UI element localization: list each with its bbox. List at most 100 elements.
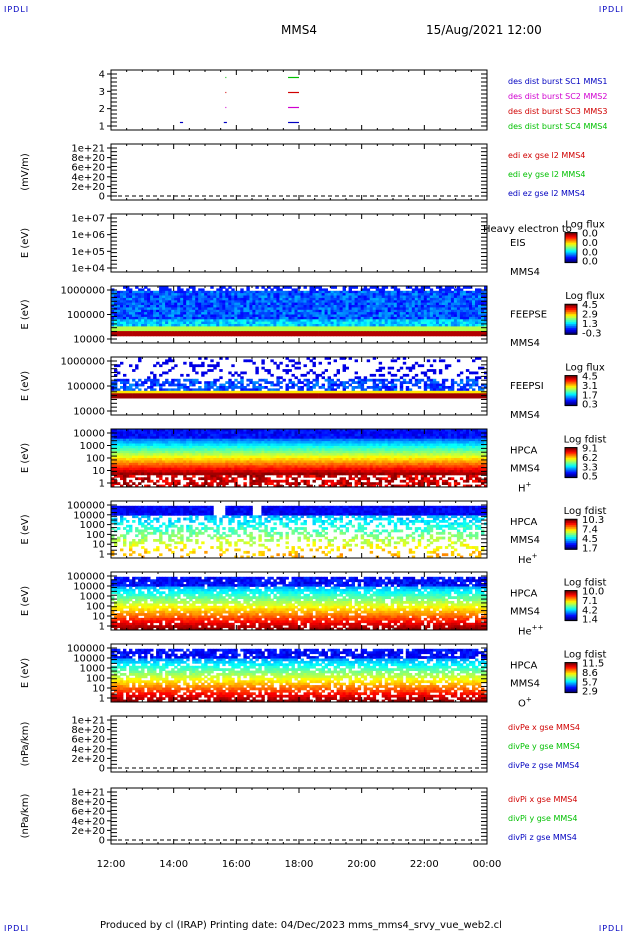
heatmap-cell	[237, 309, 241, 313]
heatmap-cell	[426, 386, 431, 389]
heatmap-cell	[357, 395, 362, 399]
heatmap-cell	[381, 293, 386, 296]
heatmap-cell	[456, 314, 461, 318]
heatmap-cell	[423, 373, 428, 377]
heatmap-cell	[432, 378, 437, 382]
heatmap-cell	[135, 465, 139, 469]
heatmap-cell	[469, 331, 473, 334]
heatmap-cell	[462, 305, 467, 308]
heatmap-cell	[478, 305, 482, 308]
heatmap-cell	[168, 455, 172, 459]
heatmap-cell	[369, 331, 374, 334]
heatmap-cell	[213, 433, 217, 437]
colorbar-title: Log flux	[565, 291, 605, 302]
heatmap-cell	[132, 314, 136, 318]
heatmap-cell	[186, 312, 190, 315]
heatmap-cell	[249, 326, 253, 330]
heatmap-cell	[402, 390, 407, 394]
heatmap-cell	[195, 314, 199, 318]
heatmap-cell	[135, 300, 139, 304]
heatmap-cell	[276, 381, 280, 384]
heatmap-cell	[123, 331, 127, 334]
heatmap-cell	[204, 479, 208, 483]
heatmap-cell	[165, 460, 169, 464]
heatmap-cell	[177, 472, 181, 476]
heatmap-cell	[135, 383, 139, 387]
heatmap-cell	[396, 302, 401, 306]
heatmap-cell	[450, 381, 455, 384]
heatmap-cell	[165, 361, 169, 365]
heatmap-cell	[198, 393, 202, 397]
heatmap-cell	[478, 316, 482, 320]
heatmap-cell	[435, 324, 440, 327]
heatmap-cell	[177, 482, 181, 485]
heatmap-cell	[144, 378, 148, 382]
heatmap-cell	[472, 309, 476, 313]
heatmap-cell	[198, 364, 202, 368]
heatmap-cell	[369, 307, 374, 311]
heatmap-cell	[309, 300, 313, 304]
heatmap-cell	[402, 331, 407, 334]
heatmap-cell	[168, 307, 172, 311]
colorbar-cell	[565, 322, 577, 325]
heatmap-cell	[297, 316, 301, 320]
heatmap-cell	[201, 470, 205, 473]
heatmap-cell	[273, 302, 277, 306]
heatmap-cell	[159, 309, 163, 313]
heatmap-cell	[357, 309, 362, 313]
heatmap-cell	[426, 378, 431, 382]
heatmap-cell	[270, 288, 274, 292]
heatmap-cell	[469, 319, 473, 323]
heatmap-cell	[177, 290, 181, 294]
heatmap-cell	[387, 312, 392, 315]
heatmap-cell	[465, 390, 470, 394]
heatmap-cell	[414, 288, 419, 292]
heatmap-cell	[120, 458, 124, 461]
heatmap-cell	[306, 295, 310, 299]
heatmap-cell	[204, 467, 208, 471]
heatmap-cell	[138, 359, 142, 363]
heatmap-cell	[165, 309, 169, 313]
heatmap-cell	[342, 331, 346, 334]
y-tick-label: 1e+06	[71, 230, 105, 241]
heatmap-cell	[481, 388, 485, 392]
heatmap-cell	[171, 393, 175, 397]
heatmap-cell	[456, 307, 461, 311]
heatmap-cell	[472, 333, 476, 337]
heatmap-cell	[144, 429, 148, 432]
heatmap-cell	[267, 302, 271, 306]
heatmap-cell	[162, 381, 166, 384]
heatmap-cell	[123, 295, 127, 299]
heatmap-cell	[405, 333, 410, 337]
heatmap-cell	[144, 307, 148, 311]
heatmap-cell	[165, 470, 169, 473]
heatmap-cell	[171, 433, 175, 437]
heatmap-cell	[354, 290, 358, 294]
heatmap-cell	[399, 376, 404, 380]
heatmap-cell	[363, 302, 368, 306]
heatmap-cell	[192, 388, 196, 392]
heatmap-cell	[141, 314, 145, 318]
heatmap-cell	[216, 455, 220, 459]
heatmap-cell	[267, 295, 271, 299]
heatmap-cell	[138, 378, 142, 382]
heatmap-cell	[225, 431, 229, 435]
heatmap-cell	[342, 333, 346, 337]
heatmap-cell	[228, 453, 232, 456]
heatmap-cell	[180, 326, 184, 330]
heatmap-cell	[171, 482, 175, 485]
heatmap-cell	[417, 300, 422, 304]
colorbar-tick-label: 0.0	[582, 257, 598, 268]
heatmap-cell	[186, 300, 190, 304]
heatmap-cell	[318, 307, 322, 311]
heatmap-cell	[279, 305, 283, 308]
heatmap-cell	[147, 324, 151, 327]
heatmap-cell	[249, 316, 253, 320]
heatmap-cell	[354, 376, 358, 380]
heatmap-cell	[225, 479, 229, 483]
heatmap-cell	[327, 309, 331, 313]
heatmap-cell	[174, 297, 178, 301]
heatmap-cell	[282, 331, 286, 334]
heatmap-cell	[475, 333, 479, 337]
heatmap-cell	[282, 293, 286, 296]
